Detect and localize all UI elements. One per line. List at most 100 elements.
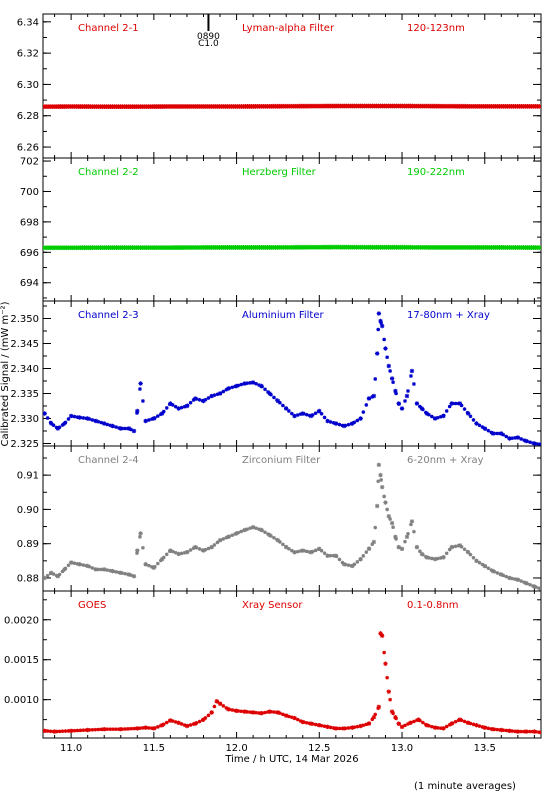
data-point xyxy=(528,582,532,587)
series-3 xyxy=(43,311,541,446)
data-point xyxy=(490,568,496,574)
data-point xyxy=(239,709,244,714)
data-point xyxy=(176,406,181,411)
data-point xyxy=(453,401,458,406)
data-point xyxy=(147,418,151,422)
data-point xyxy=(418,549,422,554)
data-point xyxy=(215,392,220,397)
data-point xyxy=(427,723,431,728)
panel-frame xyxy=(42,445,542,592)
data-point xyxy=(375,503,380,509)
data-point xyxy=(230,385,235,390)
data-point xyxy=(259,527,264,533)
data-point xyxy=(457,401,463,406)
data-point xyxy=(72,414,77,419)
data-point xyxy=(373,525,378,530)
data-point xyxy=(355,724,360,729)
data-point xyxy=(310,549,315,554)
data-point xyxy=(421,720,425,725)
data-point xyxy=(536,103,541,109)
data-point xyxy=(466,720,471,726)
data-point xyxy=(143,562,148,567)
data-point xyxy=(378,318,383,324)
data-point xyxy=(267,709,272,714)
data-point xyxy=(217,701,223,706)
data-point xyxy=(337,726,342,731)
data-point xyxy=(350,421,355,426)
data-point xyxy=(55,426,61,431)
data-point xyxy=(393,534,398,540)
data-point xyxy=(313,722,318,727)
filter-label: Lyman-alpha Filter xyxy=(242,23,335,34)
data-point xyxy=(114,727,118,732)
data-point xyxy=(371,539,377,545)
data-point xyxy=(513,436,517,440)
data-point xyxy=(234,531,239,536)
data-point xyxy=(281,712,285,717)
data-point xyxy=(295,549,300,554)
data-point xyxy=(99,727,104,732)
data-point xyxy=(522,580,526,585)
data-point xyxy=(414,544,420,550)
series-4 xyxy=(43,462,541,591)
data-point xyxy=(304,720,309,725)
data-point xyxy=(250,525,256,530)
data-point xyxy=(209,544,214,550)
data-point xyxy=(123,571,127,576)
data-point xyxy=(141,546,145,550)
data-point xyxy=(444,724,449,729)
data-point xyxy=(399,546,405,552)
data-point xyxy=(245,381,249,386)
data-point xyxy=(386,514,391,519)
data-point xyxy=(416,717,421,722)
data-point xyxy=(300,719,305,725)
data-point xyxy=(212,393,217,397)
data-point xyxy=(441,413,446,419)
data-point xyxy=(257,383,261,387)
data-point xyxy=(188,723,193,727)
data-point xyxy=(141,726,145,730)
filter-label: Herzberg Filter xyxy=(242,167,317,178)
data-point xyxy=(77,562,82,567)
data-point xyxy=(118,426,123,431)
data-point xyxy=(102,567,107,572)
data-point xyxy=(386,689,391,694)
data-point xyxy=(287,714,291,719)
data-point xyxy=(156,561,160,566)
data-point xyxy=(486,726,491,731)
data-point xyxy=(108,727,112,732)
data-point xyxy=(366,721,372,726)
data-point xyxy=(96,727,101,732)
data-point xyxy=(138,531,143,536)
data-point xyxy=(319,723,324,728)
data-point xyxy=(364,722,369,727)
data-point xyxy=(438,556,443,560)
data-point xyxy=(403,539,407,544)
data-point xyxy=(132,726,136,731)
data-point xyxy=(197,398,202,402)
data-point xyxy=(373,712,378,717)
data-point xyxy=(287,546,291,551)
data-point xyxy=(193,544,198,550)
data-point xyxy=(105,727,109,732)
data-point xyxy=(313,548,318,553)
data-point xyxy=(379,478,383,482)
data-point xyxy=(197,719,202,724)
data-point xyxy=(298,719,303,723)
x-tick-label: 12.5 xyxy=(308,743,330,754)
data-point xyxy=(242,527,248,533)
data-point xyxy=(490,431,496,436)
data-point xyxy=(263,530,267,535)
data-point xyxy=(275,710,281,715)
data-point xyxy=(424,723,430,728)
data-point xyxy=(441,726,446,731)
data-point xyxy=(123,426,127,431)
data-point xyxy=(52,729,57,734)
data-point xyxy=(350,725,355,730)
data-point xyxy=(486,566,491,571)
data-point xyxy=(287,409,291,413)
data-point xyxy=(519,729,523,734)
panel-2: 694 696 698 700 702 Channel 2-2 Herzberg Filte… xyxy=(20,157,542,302)
filter-label: Aluminium Filter xyxy=(242,310,325,321)
data-point xyxy=(304,549,309,554)
